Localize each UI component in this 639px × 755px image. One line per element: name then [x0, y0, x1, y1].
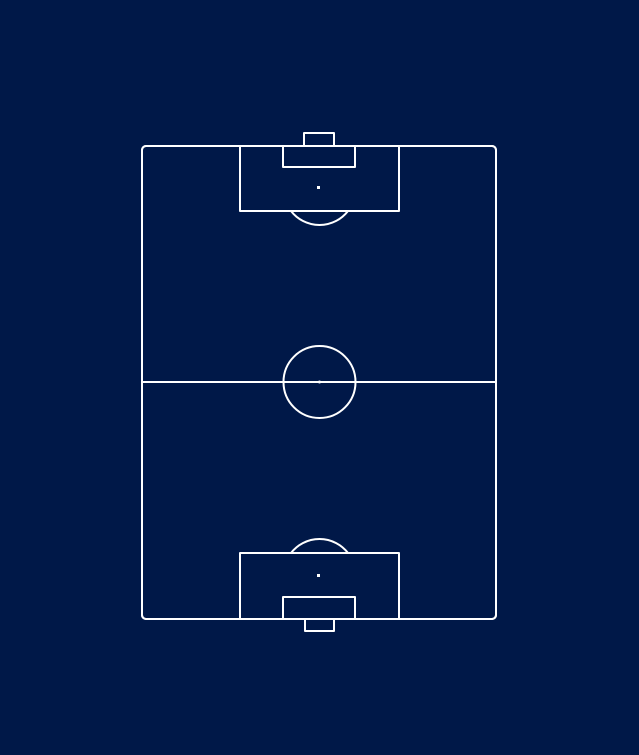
penalty-arc-bottom: [290, 537, 349, 554]
center-spot: [318, 380, 321, 384]
penalty-arc-top: [290, 210, 349, 227]
pitch-markings: [141, 132, 497, 632]
goal-area-bottom: [282, 596, 356, 620]
corner-arc-top-left: [141, 145, 147, 151]
center-circle: [282, 345, 357, 419]
corner-arc-bottom-right: [491, 614, 497, 620]
penalty-spot-top: [317, 186, 320, 189]
corner-arc-bottom-left: [141, 614, 147, 620]
goal-area-top: [282, 145, 356, 168]
corner-arc-top-right: [491, 145, 497, 151]
penalty-spot-bottom: [317, 574, 320, 577]
